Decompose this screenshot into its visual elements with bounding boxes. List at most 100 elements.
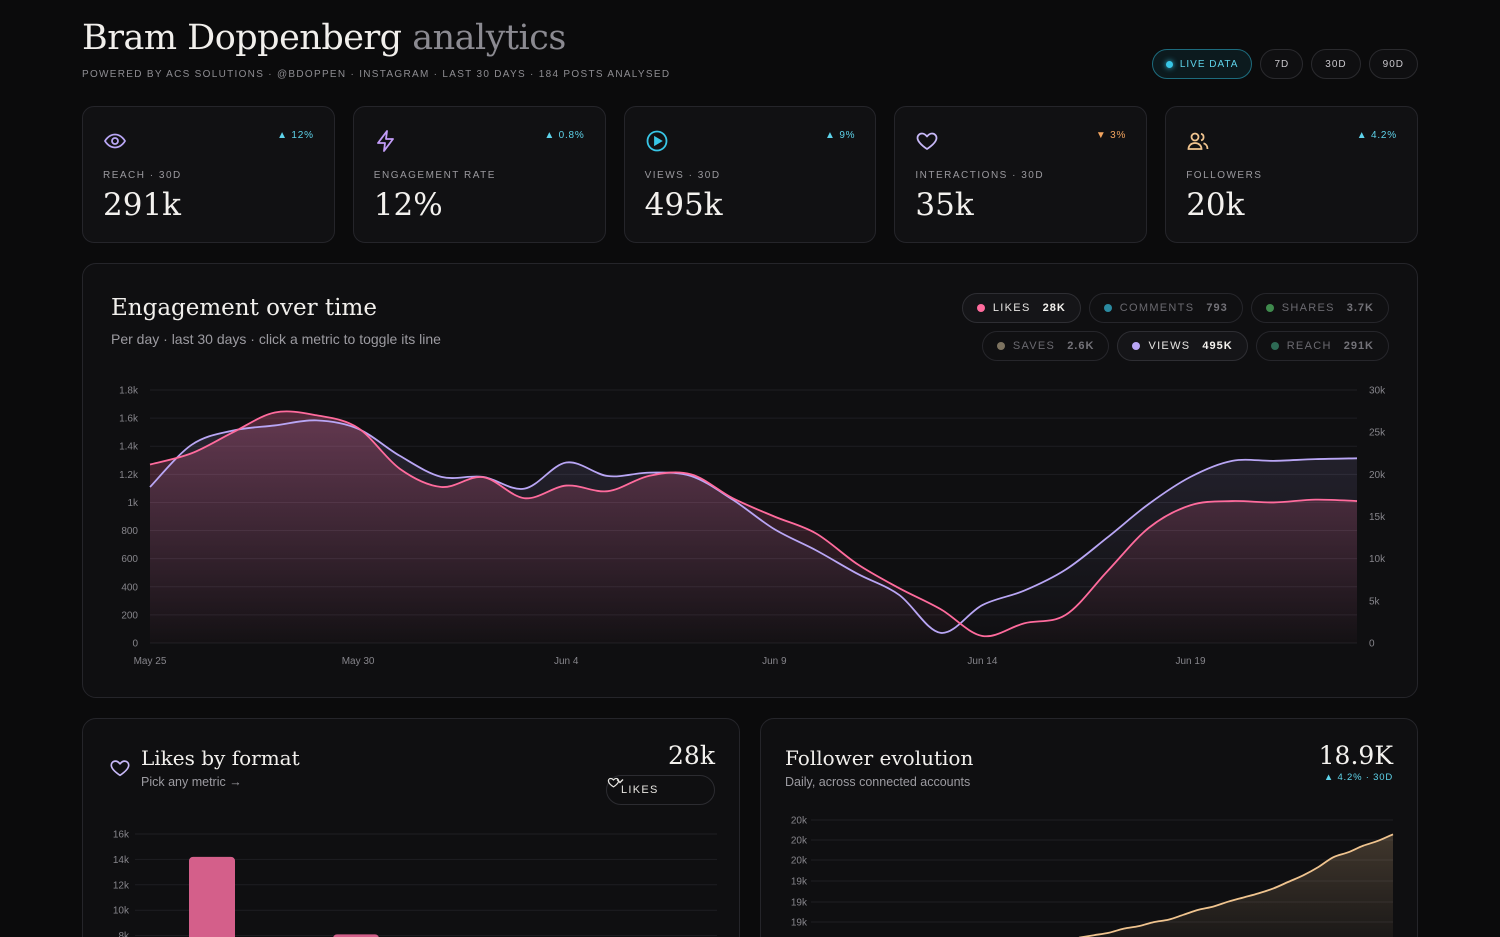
chevron-down-icon (616, 779, 624, 784)
live-data-badge[interactable]: LIVE DATA (1151, 49, 1253, 79)
follower-area (1083, 834, 1393, 937)
play-icon (646, 130, 667, 152)
y-tick-label-left: 1.4k (119, 442, 139, 453)
engagement-subtitle: Per day · last 30 days · click a metric … (111, 331, 441, 347)
kpi-delta: ▲ 0.8% (544, 130, 585, 141)
kpi-value: 20k (1186, 187, 1245, 223)
likes-by-format-chart: 16k 14k 12k 10k 8k (113, 830, 717, 937)
y-tick-label-left: 1.2k (119, 470, 139, 481)
y-tick-label: 19k (791, 898, 808, 909)
y-tick-label-left: 1.8k (119, 386, 139, 397)
x-tick-label: Jun 14 (967, 656, 997, 667)
y-tick-label: 20k (791, 836, 808, 847)
metric-value: 793 (1206, 302, 1228, 314)
metric-value: 3.7K (1346, 302, 1374, 314)
engagement-title: Engagement over time (111, 295, 377, 321)
metric-value: 2.6K (1067, 340, 1095, 352)
kpi-delta: ▼ 3% (1095, 130, 1127, 141)
kpi-card-reach[interactable]: ▲ 12% REACH · 30D 291k (82, 106, 335, 243)
range-selector: LIVE DATA 7D 30D 90D (1151, 49, 1418, 79)
live-label: LIVE DATA (1179, 58, 1239, 70)
range-7d-button[interactable]: 7D (1260, 49, 1304, 79)
x-tick-label: Jun 19 (1176, 656, 1206, 667)
y-tick-label-right: 5k (1369, 596, 1381, 607)
kpi-label: ENGAGEMENT RATE (373, 170, 496, 181)
kpi-delta: ▲ 4.2% (1356, 130, 1397, 141)
users-icon (1187, 132, 1209, 150)
likes-line (149, 410, 1358, 638)
metric-toggle-shares[interactable]: SHARES 3.7K (1250, 293, 1389, 323)
engagement-panel: 0 200 400 600 800 1k 1.2k 1.4k 1.6k 1.8k 0 5k 10k 15k… (82, 263, 1418, 698)
metric-toggle-views[interactable]: VIEWS 495K (1117, 331, 1248, 361)
views-line (149, 419, 1358, 634)
kpi-card-views[interactable]: ▲ 9% VIEWS · 30D 495k (623, 106, 877, 243)
heart-icon (110, 760, 130, 777)
x-tick-label: Jun 4 (554, 656, 579, 667)
range-30d-button[interactable]: 30D (1311, 49, 1361, 79)
range-90d-button[interactable]: 90D (1368, 49, 1418, 79)
kpi-value: 12% (373, 187, 443, 223)
kpi-label: INTERACTIONS · 30D (915, 170, 1045, 181)
title-suffix: analytics (412, 18, 566, 58)
eye-icon (103, 133, 127, 149)
bar (189, 856, 235, 937)
y-tick-label: 19k (791, 877, 808, 888)
kpi-value: 35k (915, 187, 974, 223)
likes-area (150, 411, 1357, 643)
metric-dot-icon (1265, 304, 1274, 312)
follower-evolution-card: 20k 20k 20k 19k 19k 19k Follower evolution Da… (760, 718, 1418, 937)
y-tick-label-right: 20k (1369, 470, 1386, 481)
metric-name: VIEWS (1148, 340, 1191, 352)
y-tick-label-right: 0 (1369, 639, 1375, 650)
page-title: Bram Doppenberg analytics (82, 18, 1418, 58)
follower-line (1078, 833, 1394, 937)
kpi-value: 291k (103, 187, 181, 223)
metric-dot-icon (976, 304, 985, 312)
metric-name: SAVES (1012, 340, 1056, 352)
y-tick-label-left: 600 (121, 554, 138, 565)
y-tick-label-left: 200 (121, 610, 138, 621)
kpi-row: ▲ 12% REACH · 30D 291k ▲ 0.8% ENGAGEMENT… (82, 106, 1418, 243)
follower-total: 18.9K (1318, 741, 1393, 770)
metric-name: COMMENTS (1119, 302, 1195, 314)
follower-card-subtitle: Daily, across connected accounts (785, 775, 971, 789)
metric-name: REACH (1286, 340, 1332, 352)
kpi-delta: ▲ 12% (277, 130, 314, 141)
x-tick-label: Jun 9 (762, 656, 787, 667)
kpi-card-engagement-rate[interactable]: ▲ 0.8% ENGAGEMENT RATE 12% (352, 106, 606, 243)
y-tick-label: 19k (791, 918, 808, 929)
follower-card-title: Follower evolution (785, 746, 974, 770)
metric-value: 28K (1042, 302, 1066, 314)
kpi-label: FOLLOWERS (1186, 170, 1263, 181)
kpi-label: VIEWS · 30D (644, 170, 721, 181)
account-name: Bram Doppenberg (82, 18, 402, 58)
kpi-card-interactions[interactable]: ▼ 3% INTERACTIONS · 30D 35k (894, 106, 1148, 243)
metric-toggle-reach[interactable]: REACH 291K (1255, 331, 1389, 361)
likes-card-subtitle[interactable]: Pick any metric → (141, 775, 242, 789)
metric-dot-icon (1270, 342, 1279, 350)
kpi-delta: ▲ 9% (825, 130, 856, 141)
y-tick-label-left: 0 (132, 639, 138, 650)
live-dot-icon (1165, 60, 1173, 68)
metric-toggles: LIKES 28K COMMENTS 793 SHARES 3.7K SAVES 2.6… (829, 293, 1389, 361)
y-tick-label-left: 400 (121, 582, 138, 593)
likes-by-format-card: 16k 14k 12k 10k 8k Likes by format Pick any … (82, 718, 740, 937)
metric-toggle-comments[interactable]: COMMENTS 793 (1088, 293, 1243, 323)
y-tick-label-right: 25k (1369, 428, 1386, 439)
metric-toggle-likes[interactable]: LIKES 28K (961, 293, 1081, 323)
page-header: Bram Doppenberg analytics POWERED BY ACS… (82, 18, 1418, 88)
likes-card-title: Likes by format (141, 746, 300, 770)
y-tick-label: 10k (113, 906, 130, 917)
metric-name: LIKES (992, 302, 1031, 314)
y-tick-label-right: 30k (1369, 386, 1386, 397)
heart-icon (917, 132, 938, 150)
metric-value: 291K (1343, 340, 1374, 352)
metric-select-dropdown[interactable]: LIKES (606, 775, 715, 805)
select-label: LIKES (621, 784, 659, 796)
metric-toggle-saves[interactable]: SAVES 2.6K (981, 331, 1110, 361)
kpi-card-followers[interactable]: ▲ 4.2% FOLLOWERS 20k (1165, 106, 1418, 243)
kpi-label: REACH · 30D (103, 170, 182, 181)
x-tick-label: May 25 (134, 656, 167, 667)
y-tick-label-left: 1k (127, 498, 139, 509)
y-tick-label: 8k (118, 931, 130, 937)
